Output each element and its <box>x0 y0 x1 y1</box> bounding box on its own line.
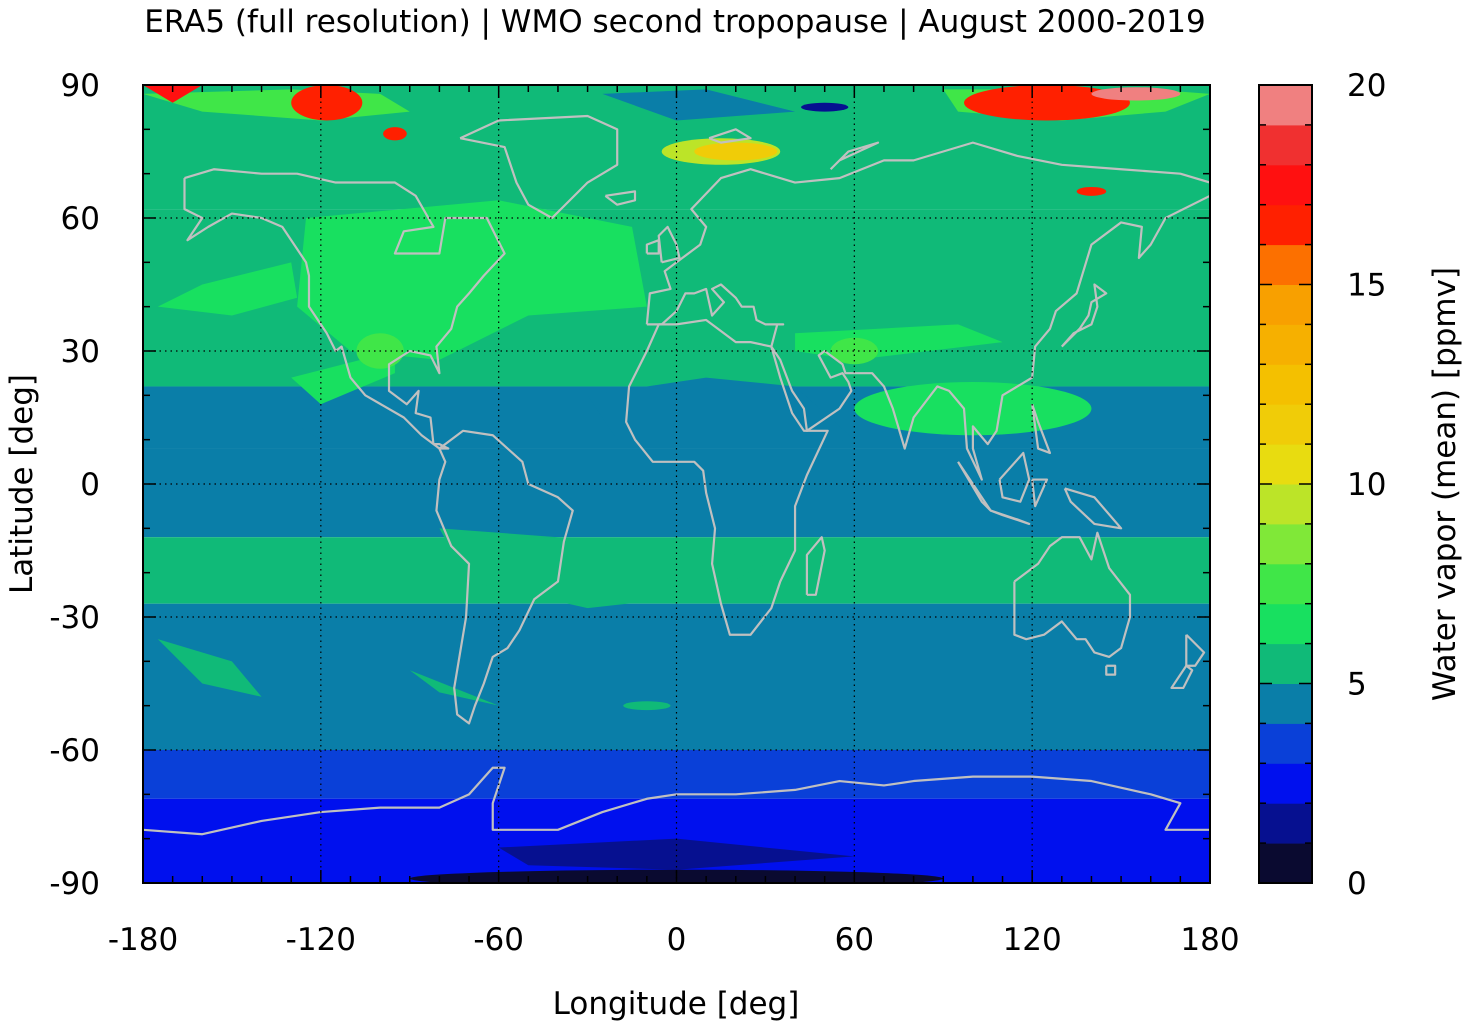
colorbar-swatch <box>1259 444 1312 485</box>
coastline <box>1013 531 1132 659</box>
coastline <box>435 429 574 725</box>
colorbar-label: Water vapor (mean) [ppmv] <box>1427 267 1463 701</box>
x-axis-label: Longitude [deg] <box>553 986 800 1022</box>
coastline <box>1060 283 1108 348</box>
y-tick-label: -60 <box>49 733 100 769</box>
colorbar-swatch <box>1259 843 1312 884</box>
coastline <box>1105 664 1117 676</box>
colorbar-tick-label: 10 <box>1347 467 1386 503</box>
colorbar-swatch <box>1259 404 1312 445</box>
colorbar-swatch <box>1259 204 1312 246</box>
colorbar-swatch <box>1259 484 1312 525</box>
coastline <box>1185 633 1206 667</box>
figure-title: ERA5 (full resolution) | WMO second trop… <box>144 4 1205 40</box>
coastline <box>143 766 1210 836</box>
colorbar-ticks <box>1259 84 1312 884</box>
x-tick-label: 180 <box>1180 922 1239 958</box>
vapor-region <box>498 838 855 870</box>
colorbar-swatch <box>1259 603 1312 645</box>
colorbar-swatch <box>1259 284 1312 325</box>
coastline <box>805 536 826 596</box>
colorbar-swatch <box>1259 164 1312 206</box>
colorbar-swatch <box>1259 643 1312 684</box>
coastline <box>1063 487 1123 530</box>
colorbar-swatch <box>1259 244 1312 285</box>
vapor-region <box>143 85 203 103</box>
vapor-region <box>602 89 796 121</box>
vapor-region <box>439 528 766 609</box>
vapor-region <box>1091 87 1181 101</box>
y-tick-labels: -90 -60 -30 0 30 60 90 <box>49 68 100 902</box>
coastline <box>604 190 637 206</box>
colorbar-tick-label: 5 <box>1347 667 1367 703</box>
vapor-region <box>157 639 262 697</box>
coastline <box>829 141 880 171</box>
colorbar-swatch <box>1259 364 1312 405</box>
colorbar-tick-labels: 0 5 10 15 20 <box>1347 68 1386 902</box>
coastline <box>625 318 829 636</box>
coastline <box>998 451 1031 503</box>
colorbar-swatch <box>1259 683 1312 724</box>
y-tick-label: 30 <box>61 334 100 370</box>
y-tick-label: 0 <box>80 467 100 503</box>
coastlines <box>143 114 1210 836</box>
map-plot-area <box>143 85 1210 883</box>
colorbar-swatch <box>1259 85 1312 126</box>
y-axis-label: Latitude [deg] <box>4 374 40 594</box>
vapor-region <box>694 142 778 161</box>
vapor-region <box>623 701 671 711</box>
vapor-region <box>383 127 407 141</box>
vapor-region <box>143 417 321 449</box>
coastline <box>1170 664 1194 690</box>
vapor-region <box>800 102 849 112</box>
colorbar-swatch <box>1259 803 1312 844</box>
vapor-region <box>1076 186 1107 196</box>
colorbar-swatch <box>1259 324 1312 365</box>
coastline <box>645 141 1210 325</box>
x-tick-label: 0 <box>667 922 687 958</box>
colorbar-swatch <box>1259 723 1312 764</box>
colorbar-swatch <box>1259 523 1312 565</box>
y-tick-label: 60 <box>61 201 100 237</box>
coastline <box>646 194 1210 481</box>
coastline <box>990 509 1031 526</box>
coastline <box>708 128 752 144</box>
coastline <box>957 461 992 512</box>
x-tick-labels: -180 -120 -60 0 60 120 180 <box>108 922 1240 958</box>
vapor-region <box>291 85 363 121</box>
colorbar-tick-label: 0 <box>1347 866 1367 902</box>
coastline <box>645 239 660 255</box>
x-tick-label: -120 <box>286 922 356 958</box>
y-tick-label: -90 <box>49 866 100 902</box>
latitude-band <box>143 603 1210 750</box>
latitude-band <box>143 750 1210 799</box>
vapor-region <box>587 377 855 449</box>
coastline <box>1031 478 1049 508</box>
map-ticks <box>142 84 1211 884</box>
colorbar-tick-label: 20 <box>1347 68 1386 104</box>
map-gridlines <box>143 85 1210 883</box>
colorbar-swatch <box>1259 124 1312 166</box>
x-tick-label: -60 <box>473 922 524 958</box>
colorbar-tick-label: 15 <box>1347 268 1386 304</box>
x-tick-label: 120 <box>1003 922 1062 958</box>
water-vapor-features <box>143 85 1210 883</box>
coastline <box>1031 403 1052 455</box>
x-tick-label: -180 <box>108 922 178 958</box>
y-tick-label: -30 <box>49 600 100 636</box>
vapor-region <box>157 262 298 316</box>
vapor-region <box>830 337 879 365</box>
coastline <box>459 114 619 220</box>
x-tick-label: 60 <box>835 922 874 958</box>
colorbar-swatch <box>1259 763 1312 804</box>
colorbar <box>1258 84 1313 884</box>
coastline <box>183 168 506 450</box>
vapor-region <box>963 85 1130 121</box>
colorbar-swatch <box>1259 563 1312 605</box>
vapor-region <box>297 200 647 360</box>
y-tick-label: 90 <box>61 68 100 104</box>
